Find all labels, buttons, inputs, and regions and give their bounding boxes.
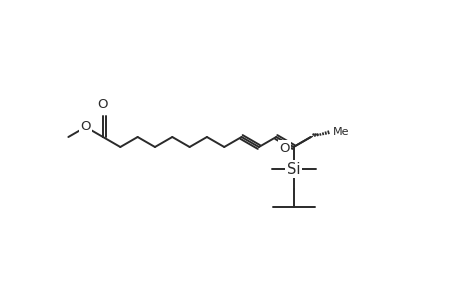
Text: O: O bbox=[80, 121, 91, 134]
Text: O: O bbox=[98, 98, 108, 111]
Text: Si: Si bbox=[286, 161, 300, 176]
Text: O: O bbox=[279, 142, 289, 154]
Text: Me: Me bbox=[332, 127, 348, 137]
